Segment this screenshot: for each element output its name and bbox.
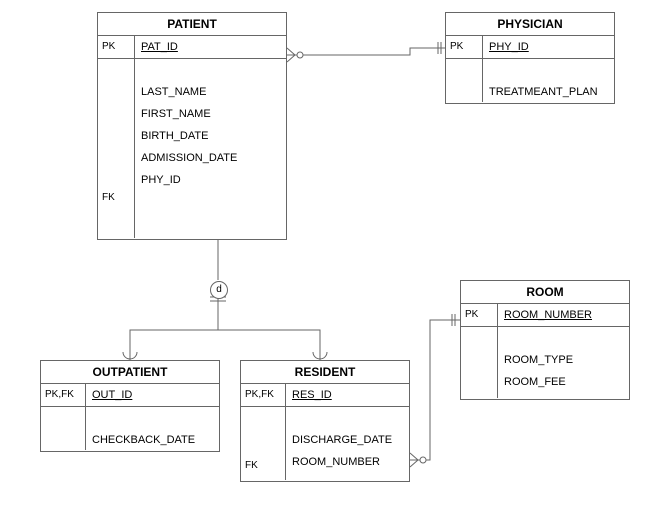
key-column: PK	[446, 36, 483, 102]
fk-label: FK	[98, 187, 134, 209]
entity-body: PK ROOM_NUMBER ROOM_TYPE ROOM_FEE	[461, 304, 629, 398]
attr-column: PHY_ID TREATMEANT_PLAN	[483, 36, 614, 102]
attr: BIRTH_DATE	[135, 125, 286, 147]
attr-column: PAT_ID LAST_NAME FIRST_NAME BIRTH_DATE A…	[135, 36, 286, 238]
pk-attr: ROOM_NUMBER	[498, 304, 629, 327]
attr: FIRST_NAME	[135, 103, 286, 125]
attr: TREATMEANT_PLAN	[483, 81, 614, 103]
entity-title: PATIENT	[98, 13, 286, 36]
pk-label: PK,FK	[41, 384, 85, 407]
entity-patient: PATIENT PK FK PAT_ID LAST_NAME FIRST_NAM…	[97, 12, 287, 240]
attr-column: RES_ID DISCHARGE_DATE ROOM_NUMBER	[286, 384, 409, 480]
entity-title: PHYSICIAN	[446, 13, 614, 36]
entity-title: ROOM	[461, 281, 629, 304]
pk-label: PK	[461, 304, 497, 327]
attr: ROOM_TYPE	[498, 349, 629, 371]
pk-label: PK	[446, 36, 482, 59]
inheritance-symbol: d	[210, 281, 228, 299]
attr: DISCHARGE_DATE	[286, 429, 409, 451]
entity-title: RESIDENT	[241, 361, 409, 384]
entity-room: ROOM PK ROOM_NUMBER ROOM_TYPE ROOM_FEE	[460, 280, 630, 400]
entity-title: OUTPATIENT	[41, 361, 219, 384]
pk-label: PK	[98, 36, 134, 59]
key-spacer	[241, 407, 285, 455]
attr-spacer	[498, 327, 629, 349]
attr-spacer	[86, 407, 219, 429]
pk-attr: RES_ID	[286, 384, 409, 407]
key-column: PK FK	[98, 36, 135, 238]
pk-attr: OUT_ID	[86, 384, 219, 407]
attr-column: OUT_ID CHECKBACK_DATE	[86, 384, 219, 450]
entity-physician: PHYSICIAN PK PHY_ID TREATMEANT_PLAN	[445, 12, 615, 104]
key-column: PK	[461, 304, 498, 398]
fk-attr: ROOM_NUMBER	[286, 451, 409, 473]
fk-label: FK	[241, 455, 285, 477]
entity-body: PK PHY_ID TREATMEANT_PLAN	[446, 36, 614, 102]
entity-outpatient: OUTPATIENT PK,FK OUT_ID CHECKBACK_DATE	[40, 360, 220, 452]
pk-attr: PAT_ID	[135, 36, 286, 59]
fk-attr: PHY_ID	[135, 169, 286, 191]
attr: CHECKBACK_DATE	[86, 429, 219, 451]
entity-body: PK,FK FK RES_ID DISCHARGE_DATE ROOM_NUMB…	[241, 384, 409, 480]
attr-spacer	[483, 59, 614, 81]
key-column: PK,FK	[41, 384, 86, 450]
entity-resident: RESIDENT PK,FK FK RES_ID DISCHARGE_DATE …	[240, 360, 410, 482]
attr: ROOM_FEE	[498, 371, 629, 393]
pk-label: PK,FK	[241, 384, 285, 407]
entity-body: PK,FK OUT_ID CHECKBACK_DATE	[41, 384, 219, 450]
attr-column: ROOM_NUMBER ROOM_TYPE ROOM_FEE	[498, 304, 629, 398]
key-spacer	[98, 59, 134, 187]
attr: ADMISSION_DATE	[135, 147, 286, 169]
attr-spacer	[286, 407, 409, 429]
key-column: PK,FK FK	[241, 384, 286, 480]
pk-attr: PHY_ID	[483, 36, 614, 59]
attr: LAST_NAME	[135, 81, 286, 103]
er-diagram-canvas: PATIENT PK FK PAT_ID LAST_NAME FIRST_NAM…	[0, 0, 651, 511]
attr-spacer	[135, 59, 286, 81]
entity-body: PK FK PAT_ID LAST_NAME FIRST_NAME BIRTH_…	[98, 36, 286, 238]
